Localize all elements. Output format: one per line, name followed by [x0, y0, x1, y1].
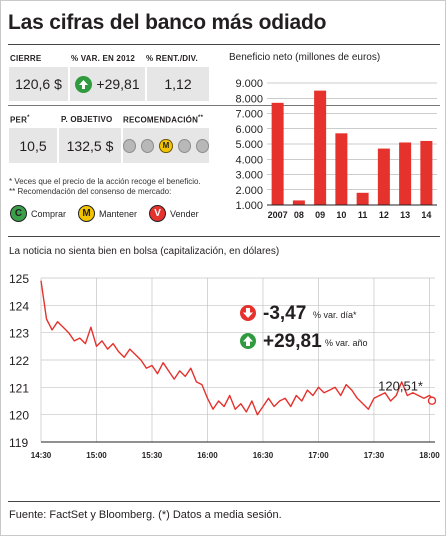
value-rent-div: 1,12	[147, 67, 209, 101]
bar-x-tick: 12	[379, 210, 389, 220]
line-x-tick: 15:30	[142, 451, 163, 460]
day-change-suffix: % var. día*	[313, 310, 357, 320]
mantener-icon: M	[78, 205, 96, 222]
line-x-tick: 16:00	[197, 451, 218, 460]
value-recomendacion: M	[123, 128, 210, 163]
line-y-tick: 119	[9, 436, 28, 450]
bar-14	[420, 140, 433, 205]
last-point-marker	[427, 396, 437, 405]
line-y-tick: 120	[9, 409, 29, 423]
day-change-callout: -3,47 % var. día*	[240, 303, 357, 324]
line-x-tick: 15:00	[86, 451, 107, 460]
recommendation-dot-icon	[123, 138, 137, 153]
bar-2007	[271, 102, 284, 205]
table-rule-top	[8, 44, 440, 45]
bar-y-tick: 8.000	[235, 93, 263, 105]
bar-x-tick: 09	[315, 210, 325, 220]
bar-y-tick: 6.000	[235, 124, 263, 136]
price-line	[40, 280, 436, 416]
year-change-suffix: % var. año	[325, 338, 368, 348]
legend-mantener: Mantener	[99, 208, 138, 219]
vender-icon: V	[149, 205, 167, 222]
bar-y-tick: 1.000	[235, 200, 263, 212]
header-var-2012: % VAR. EN 2012	[71, 54, 136, 63]
header-p-objetivo: P. OBJETIVO	[61, 115, 113, 124]
line-y-tick: 124	[9, 299, 29, 313]
note-per: * Veces que el precio de la acción recog…	[9, 177, 201, 186]
header-recomendacion: RECOMENDACIÓN**	[123, 115, 204, 125]
year-change-callout: +29,81% var. año	[240, 331, 368, 352]
header-per: PER*	[10, 115, 30, 125]
day-change-value: -3,47	[263, 303, 306, 324]
line-x-tick: 16:30	[253, 451, 274, 460]
bar-13	[399, 142, 412, 205]
bar-11	[356, 192, 369, 205]
legend-vender: Vender	[170, 208, 199, 219]
bar-y-tick: 5.000	[235, 139, 263, 151]
bar-chart-rule	[229, 44, 440, 45]
last-value-label: 120,51*	[378, 379, 423, 394]
recommendation-legend: C Comprar M Mantener V Vender	[10, 205, 211, 222]
bar-09	[314, 90, 327, 205]
bar-x-tick: 10	[336, 210, 346, 220]
bar-y-tick: 9.000	[235, 78, 263, 90]
header-cierre: CIERRE	[10, 54, 42, 63]
recommendation-mantener-icon: M	[159, 138, 173, 153]
bar-y-tick: 2.000	[235, 185, 263, 197]
line-x-tick: 17:30	[364, 451, 385, 460]
bar-y-tick: 7.000	[235, 109, 263, 121]
source-footer: Fuente: FactSet y Bloomberg. (*) Datos a…	[9, 509, 282, 521]
bar-y-tick: 4.000	[235, 154, 263, 166]
bar-12	[377, 148, 390, 205]
recommendation-dot-icon	[195, 138, 210, 153]
year-change-value: +29,81	[263, 331, 322, 352]
bar-x-tick: 08	[294, 210, 304, 220]
value-var-2012: +29,81	[70, 67, 145, 101]
line-y-tick: 125	[9, 272, 29, 286]
bar-x-tick: 13	[400, 210, 410, 220]
bar-x-tick: 11	[358, 210, 368, 220]
recommendation-dot-icon	[141, 138, 155, 153]
value-cierre: 120,6 $	[9, 67, 68, 101]
bar-x-tick: 2007	[268, 210, 288, 220]
line-chart-title: La noticia no sienta bien en bolsa (capi…	[9, 246, 280, 257]
recommendation-dot-icon	[177, 138, 191, 153]
bar-y-tick: 3.000	[235, 170, 263, 182]
arrow-up-icon	[75, 75, 93, 93]
comprar-icon: C	[10, 205, 27, 222]
line-x-tick: 18:00	[419, 451, 440, 460]
line-y-tick: 122	[9, 354, 29, 368]
legend-comprar: Comprar	[31, 208, 67, 219]
bar-x-tick: 14	[421, 210, 431, 220]
arrow-up-icon-glyph	[243, 336, 253, 346]
note-recomendacion: ** Recomendación del consenso de mercado…	[9, 187, 172, 196]
table-rule-mid	[8, 105, 440, 106]
bar-chart-title: Beneficio neto (millones de euros)	[229, 52, 381, 63]
line-y-tick: 123	[9, 327, 29, 341]
line-x-tick: 17:00	[308, 451, 329, 460]
line-chart-rule	[8, 236, 440, 237]
value-per: 10,5	[9, 128, 57, 163]
line-x-tick: 14:30	[31, 451, 52, 460]
page-title: Las cifras del banco más odiado	[8, 11, 327, 34]
header-rent-div: % RENT./DIV.	[146, 54, 198, 63]
arrow-down-icon-glyph	[243, 308, 253, 318]
bar-chart: 1.000 2.000 3.000 4.000 5.000 6.000 7.000 8.000…	[235, 78, 437, 220]
line-y-tick: 121	[9, 381, 29, 395]
bar-08	[292, 200, 305, 205]
value-p-objetivo: 132,5 $	[59, 128, 121, 163]
bar-10	[335, 133, 348, 205]
footer-rule	[8, 501, 440, 502]
